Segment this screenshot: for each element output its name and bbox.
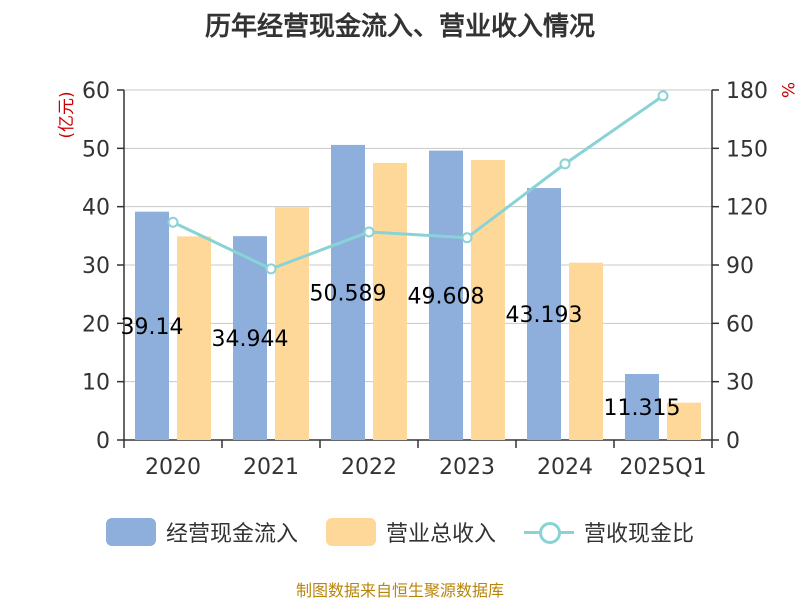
data-label-cash-inflow-2020: 39.14 (121, 315, 184, 340)
bar-revenue-2023 (471, 160, 505, 440)
y-right-tick-label-0: 0 (726, 429, 740, 454)
bar-cash-inflow-2025Q1 (625, 373, 659, 440)
legend-item-revenue[interactable]: 营业总收入 (325, 516, 496, 548)
bar-revenue-2024 (569, 262, 603, 440)
chart-title: 历年经营现金流入、营业收入情况 (204, 12, 595, 42)
bar-cash-inflow-2020 (135, 211, 169, 440)
y-right-tick-label-6: 180 (726, 79, 768, 104)
bar-cash-inflow-2024 (527, 188, 561, 440)
y-left-tick-label-3: 30 (82, 254, 110, 279)
bar-cash-inflow-2023 (429, 150, 463, 440)
point-ratio-2023 (461, 232, 473, 244)
bar-cash-inflow-2021 (233, 236, 267, 440)
source-note: 制图数据来自恒生聚源数据库 (295, 581, 504, 600)
bar-cash-inflow-2022 (331, 144, 365, 440)
legend-label-ratio: 营收现金比 (584, 522, 695, 547)
legend-swatch-cash-inflow (105, 518, 156, 546)
x-tick-label-5: 2025Q1 (619, 455, 706, 480)
y-left-tick-label-1: 10 (82, 371, 110, 396)
x-tick-label-3: 2023 (439, 455, 495, 480)
bar-revenue-2020 (177, 236, 211, 440)
point-ratio-2024 (559, 158, 571, 170)
y-left-tick-label-0: 0 (96, 429, 110, 454)
point-ratio-2022 (363, 226, 375, 238)
point-ratio-2020 (167, 216, 179, 228)
point-ratio-2021 (265, 263, 277, 275)
y-left-tick-label-2: 20 (82, 312, 110, 337)
y-right-unit: % (777, 82, 797, 98)
legend-label-revenue: 营业总收入 (385, 522, 496, 547)
y-left-tick-label-6: 60 (82, 79, 110, 104)
y-right-tick-label-4: 120 (726, 196, 768, 221)
y-right-tick-label-2: 60 (726, 312, 754, 337)
bar-revenue-2022 (373, 162, 407, 440)
data-label-cash-inflow-2023: 49.608 (408, 284, 485, 309)
data-label-cash-inflow-2021: 34.944 (212, 327, 289, 352)
x-tick-label-4: 2024 (537, 455, 593, 480)
y-right-tick-label-1: 30 (726, 371, 754, 396)
bar-revenue-2021 (275, 207, 309, 440)
x-tick-label-2: 2022 (341, 455, 397, 480)
legend-item-cash-inflow[interactable]: 经营现金流入 (105, 516, 298, 548)
data-label-cash-inflow-2024: 43.193 (506, 303, 583, 328)
legend-item-ratio[interactable]: 营收现金比 (524, 516, 694, 548)
x-tick-label-0: 2020 (145, 455, 201, 480)
point-ratio-2025Q1 (657, 90, 669, 102)
legend-label-cash-inflow: 经营现金流入 (165, 522, 298, 547)
legend-swatch-revenue (325, 518, 376, 546)
y-right-tick-label-5: 150 (726, 137, 768, 162)
x-tick-label-1: 2021 (243, 455, 299, 480)
data-label-cash-inflow-2025Q1: 11.315 (604, 396, 681, 421)
legend: 经营现金流入 营业总收入 营收现金比 (0, 516, 800, 548)
y-left-unit: (亿元) (57, 91, 77, 138)
bar-revenue-2025Q1 (667, 402, 701, 440)
y-right-tick-label-3: 90 (726, 254, 754, 279)
line-ratio (172, 94, 664, 271)
legend-swatch-ratio (524, 518, 574, 546)
y-left-tick-label-4: 40 (82, 196, 110, 221)
data-label-cash-inflow-2022: 50.589 (310, 281, 387, 306)
y-left-tick-label-5: 50 (82, 137, 110, 162)
